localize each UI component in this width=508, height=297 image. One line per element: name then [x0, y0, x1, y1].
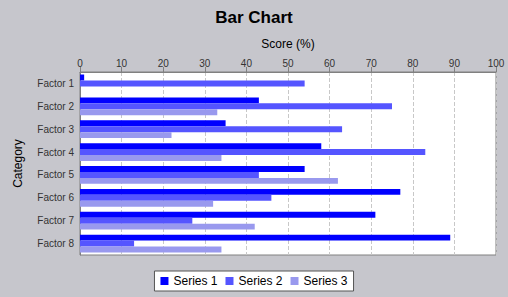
svg-text:Series 3: Series 3 [304, 274, 348, 288]
svg-text:Factor 1: Factor 1 [37, 78, 74, 89]
svg-text:20: 20 [158, 58, 170, 69]
svg-text:Factor 2: Factor 2 [37, 101, 74, 112]
svg-text:Factor 7: Factor 7 [37, 215, 74, 226]
svg-text:0: 0 [77, 58, 83, 69]
svg-text:Series 2: Series 2 [238, 274, 282, 288]
svg-text:Score (%): Score (%) [261, 37, 314, 51]
svg-text:Bar Chart: Bar Chart [215, 8, 293, 27]
svg-text:50: 50 [282, 58, 294, 69]
svg-text:100: 100 [488, 58, 505, 69]
svg-text:Factor 5: Factor 5 [37, 169, 74, 180]
svg-text:40: 40 [241, 58, 253, 69]
svg-text:60: 60 [324, 58, 336, 69]
svg-text:Series 1: Series 1 [173, 274, 217, 288]
svg-text:Factor 3: Factor 3 [37, 124, 74, 135]
svg-text:30: 30 [199, 58, 211, 69]
svg-text:Factor 6: Factor 6 [37, 192, 74, 203]
svg-text:Factor 4: Factor 4 [37, 147, 74, 158]
svg-text:Category: Category [11, 139, 25, 188]
svg-text:80: 80 [407, 58, 419, 69]
svg-text:70: 70 [366, 58, 378, 69]
svg-text:Factor 8: Factor 8 [37, 238, 74, 249]
svg-text:90: 90 [449, 58, 461, 69]
svg-text:10: 10 [116, 58, 128, 69]
